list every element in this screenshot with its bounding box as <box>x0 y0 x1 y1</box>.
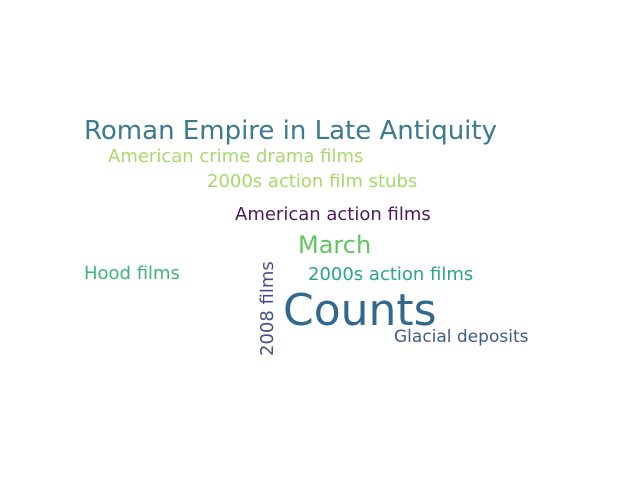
word-2000s-action-film-stubs: 2000s action film stubs <box>207 171 418 192</box>
word-roman-empire: Roman Empire in Late Antiquity <box>84 116 497 146</box>
word-march: March <box>298 231 372 259</box>
word-glacial-deposits: Glacial deposits <box>394 327 529 347</box>
word-2000s-action-films: 2000s action films <box>308 264 474 285</box>
word-counts: Counts <box>283 285 437 336</box>
word-hood-films: Hood films <box>84 263 180 284</box>
word-2008-films: 2008 films <box>257 261 278 356</box>
word-american-action-films: American action films <box>235 204 431 225</box>
word-american-crime-drama-films: American crime drama films <box>108 146 364 167</box>
